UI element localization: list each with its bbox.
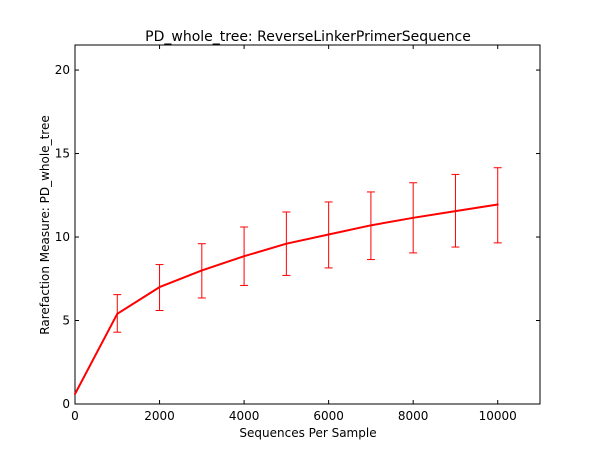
chart-title: PD_whole_tree: ReverseLinkerPrimerSequen…	[145, 29, 471, 45]
x-tick-label: 6000	[313, 409, 344, 423]
data-point	[496, 203, 499, 206]
x-tick-label: 4000	[229, 409, 260, 423]
y-tick-label: 5	[62, 314, 70, 328]
data-point	[158, 286, 161, 289]
data-point	[285, 242, 288, 245]
y-tick-label: 0	[62, 397, 70, 411]
data-point	[200, 269, 203, 272]
x-tick-label: 0	[71, 409, 79, 423]
plot-frame	[74, 44, 541, 405]
x-tick-label: 2000	[144, 409, 175, 423]
data-point	[243, 255, 246, 258]
data-point	[412, 216, 415, 219]
data-point	[454, 210, 457, 213]
y-tick-label: 20	[55, 63, 70, 77]
y-tick-label: 15	[55, 147, 70, 161]
y-axis-label: Rarefaction Measure: PD_whole_tree	[38, 115, 52, 334]
x-axis-label: Sequences Per Sample	[239, 426, 376, 440]
y-tick-label: 10	[55, 230, 70, 244]
x-tick-label: 8000	[398, 409, 429, 423]
plot-area: 0 2000 4000 6000 8000 10000 0 5 10 15 20	[55, 44, 541, 423]
data-point	[74, 392, 76, 395]
x-tick-label: 10000	[479, 409, 517, 423]
data-point	[327, 233, 330, 236]
data-point	[116, 312, 119, 315]
data-point	[369, 224, 372, 227]
